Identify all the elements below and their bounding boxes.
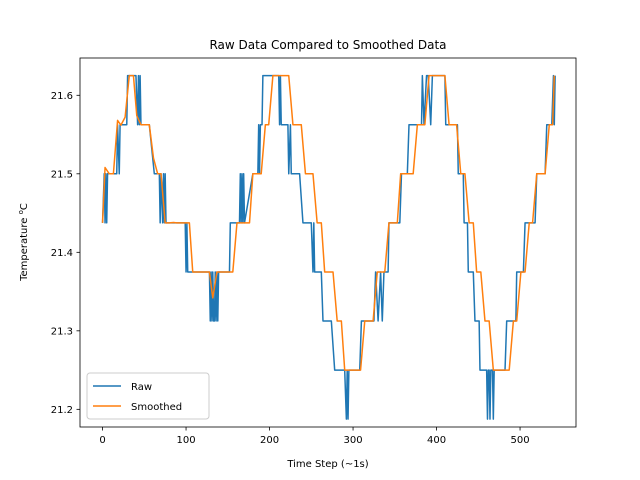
plot-area-frame [79,57,577,428]
x-tick-label: 200 [260,435,279,446]
x-tick-label: 0 [99,435,105,446]
series-layer [101,74,556,420]
legend-raw-label: Raw [131,382,152,393]
x-axis-label: Time Step (~1s) [286,459,368,470]
x-tick-label: 300 [344,435,363,446]
series-line-smoothed [101,74,556,371]
y-axis-label: Temperature oC [17,203,30,282]
legend-box [86,372,210,420]
y-tick-label: 21.3 [51,326,73,337]
y-axis-label-unit: C [19,203,30,210]
y-tick-label: 21.4 [51,248,73,259]
x-tick-label: 400 [427,435,446,446]
y-tick-label: 21.2 [51,405,73,416]
y-axis-label-superscript: o [17,210,25,214]
y-axis: 21.2 21.3 21.4 21.5 21.6 [51,91,80,416]
legend: Raw Smoothed [86,372,210,420]
x-tick-label: 100 [177,435,196,446]
chart-title: Raw Data Compared to Smoothed Data [209,38,446,52]
y-axis-label-main: Temperature [19,214,30,282]
legend-smoothed-label: Smoothed [131,402,182,413]
y-tick-label: 21.5 [51,169,73,180]
y-tick-label: 21.6 [51,91,73,102]
x-tick-label: 500 [511,435,530,446]
x-axis: 0 100 200 300 400 500 [99,427,530,446]
